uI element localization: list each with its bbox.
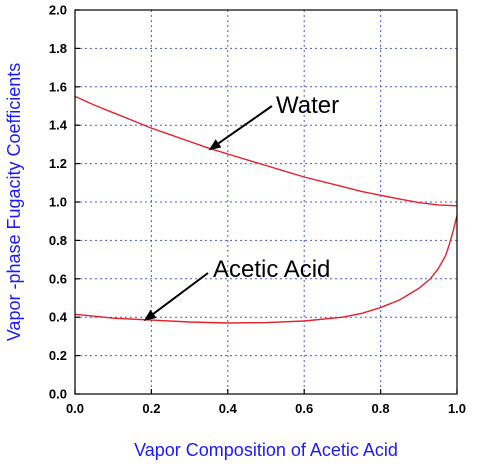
x-tick-label: 0.0: [66, 401, 84, 416]
x-tick-label: 0.4: [219, 401, 238, 416]
y-tick-label: 1.8: [49, 41, 67, 56]
y-tick-label: 0.4: [49, 310, 68, 325]
series-line-acetic-acid: [74, 215, 458, 324]
y-tick-labels: 0.0 0.2 0.4 0.6 0.8 1.0 1.2 1.4 1.6 1.8 2.0: [49, 3, 68, 402]
y-tick-label: 0.2: [49, 348, 67, 363]
series-layer: [74, 95, 458, 324]
y-tick-label: 0.0: [49, 387, 67, 402]
annotation-label-acetic-acid: Acetic Acid: [213, 256, 330, 283]
y-tick-label: 1.0: [49, 195, 67, 210]
grid: [75, 10, 457, 394]
annotation-arrowhead-water: [208, 139, 222, 151]
annotation-label-water: Water: [276, 92, 339, 119]
x-tick-labels: 0.0 0.2 0.4 0.6 0.8 1.0: [66, 401, 466, 416]
y-tick-label: 1.4: [49, 118, 68, 133]
annotations: Water Acetic Acid: [143, 92, 339, 321]
y-tick-label: 1.2: [49, 156, 67, 171]
annotation-arrowhead-acetic-acid: [143, 309, 157, 321]
y-tick-label: 0.8: [49, 233, 67, 248]
y-axis-title: Vapor -phase Fugacity Coefficients: [4, 63, 24, 341]
x-tick-label: 1.0: [448, 401, 466, 416]
x-tick-label: 0.2: [142, 401, 160, 416]
y-tick-label: 0.6: [49, 271, 67, 286]
annotation-arrow-water: [217, 105, 273, 145]
tick-marks: [74, 9, 458, 395]
x-tick-label: 0.8: [372, 401, 390, 416]
annotation-arrow-acetic-acid: [152, 272, 209, 315]
x-tick-label: 0.6: [295, 401, 313, 416]
y-tick-label: 1.6: [49, 79, 67, 94]
x-axis-title: Vapor Composition of Acetic Acid: [134, 440, 398, 460]
y-tick-label: 2.0: [49, 3, 67, 18]
series-line-water: [74, 95, 458, 207]
